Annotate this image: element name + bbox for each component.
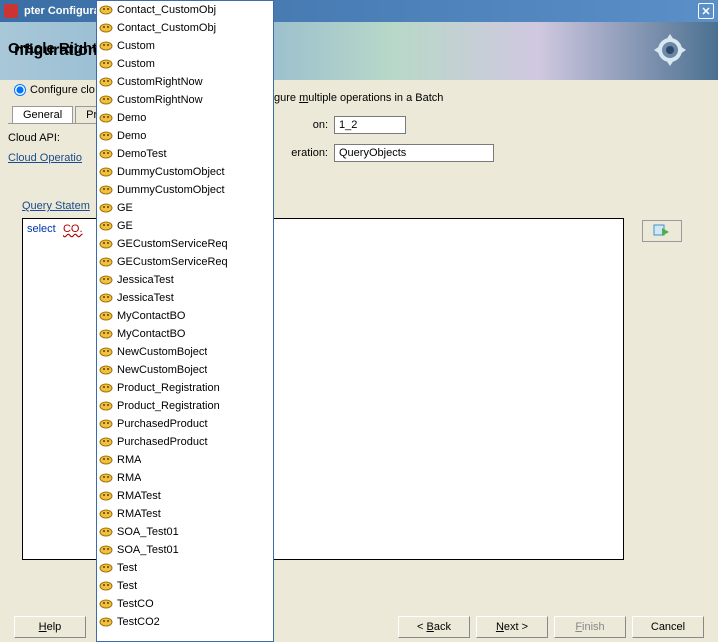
dropdown-item-label: RMATest: [117, 490, 161, 502]
dropdown-item-label: NewCustomBoject: [117, 364, 207, 376]
close-button[interactable]: ✕: [698, 3, 714, 19]
dropdown-item[interactable]: Product_Registration: [97, 379, 273, 397]
gear-icon: [652, 32, 688, 68]
desc-rest: ultiple operations in a Batch: [308, 92, 443, 104]
dropdown-item-label: RMATest: [117, 508, 161, 520]
dropdown-item[interactable]: MyContactBO: [97, 307, 273, 325]
operation-input[interactable]: [334, 144, 494, 162]
dropdown-item[interactable]: Contact_CustomObj: [97, 1, 273, 19]
dropdown-item[interactable]: GE: [97, 217, 273, 235]
dropdown-item[interactable]: Contact_CustomObj: [97, 19, 273, 37]
description: gure multiple operations in a Batch: [274, 92, 704, 104]
dropdown-item[interactable]: DummyCustomObject: [97, 163, 273, 181]
dropdown-item[interactable]: Custom: [97, 55, 273, 73]
dropdown-item-label: SOA_Test01: [117, 544, 179, 556]
help-button[interactable]: Help: [14, 616, 86, 638]
dropdown-item-label: JessicaTest: [117, 274, 174, 286]
operation-label: eration:: [274, 147, 334, 159]
dropdown-item[interactable]: RMA: [97, 451, 273, 469]
dropdown-item[interactable]: TestCO: [97, 595, 273, 613]
dropdown-item-label: DummyCustomObject: [117, 184, 225, 196]
form-area: on: eration:: [274, 116, 704, 162]
dropdown-item-label: Demo: [117, 130, 146, 142]
dropdown-item-label: RMA: [117, 472, 141, 484]
dropdown-item[interactable]: GECustomServiceReq: [97, 253, 273, 271]
dropdown-item[interactable]: SOA_Test01: [97, 523, 273, 541]
dropdown-item-label: PurchasedProduct: [117, 436, 208, 448]
dropdown-item-label: GECustomServiceReq: [117, 256, 228, 268]
dropdown-item-label: CustomRightNow: [117, 76, 203, 88]
dropdown-item[interactable]: NewCustomBoject: [97, 343, 273, 361]
truncated-app-title: Oracle Right: [8, 40, 97, 57]
dropdown-item-label: Product_Registration: [117, 400, 220, 412]
dropdown-item-label: Product_Registration: [117, 382, 220, 394]
dropdown-item[interactable]: Product_Registration: [97, 397, 273, 415]
finish-button: Finish: [554, 616, 626, 638]
dropdown-item[interactable]: Test: [97, 559, 273, 577]
dropdown-item-label: Test: [117, 562, 137, 574]
dropdown-item[interactable]: PurchasedProduct: [97, 415, 273, 433]
dropdown-item-label: TestCO: [117, 598, 154, 610]
operation-row: eration:: [274, 144, 704, 162]
run-query-button[interactable]: [642, 220, 682, 242]
app-icon: [4, 4, 18, 18]
dropdown-item[interactable]: Custom: [97, 37, 273, 55]
dropdown-item-label: Custom: [117, 58, 155, 70]
dropdown-item[interactable]: Test: [97, 577, 273, 595]
dropdown-item-label: Contact_CustomObj: [117, 4, 216, 16]
desc-underline: m: [299, 92, 308, 104]
dropdown-item[interactable]: JessicaTest: [97, 289, 273, 307]
dropdown-item[interactable]: RMATest: [97, 487, 273, 505]
query-statement-label[interactable]: Query Statem: [22, 200, 90, 212]
dropdown-item[interactable]: TestCO2: [97, 613, 273, 631]
dropdown-item[interactable]: Demo: [97, 127, 273, 145]
dropdown-item[interactable]: JessicaTest: [97, 271, 273, 289]
dropdown-item[interactable]: CustomRightNow: [97, 91, 273, 109]
dropdown-item-label: Custom: [117, 40, 155, 52]
dropdown-item-label: PurchasedProduct: [117, 418, 208, 430]
dropdown-item[interactable]: Demo: [97, 109, 273, 127]
autocomplete-dropdown[interactable]: Contact_CustomObj Contact_CustomObj Custom…: [96, 0, 274, 642]
dropdown-item-label: GECustomServiceReq: [117, 238, 228, 250]
dropdown-item-label: Test: [117, 580, 137, 592]
dropdown-item-label: GE: [117, 202, 133, 214]
next-button[interactable]: Next >: [476, 616, 548, 638]
dropdown-item[interactable]: RMA: [97, 469, 273, 487]
dropdown-item[interactable]: DemoTest: [97, 145, 273, 163]
version-label: on:: [274, 119, 334, 131]
dropdown-item[interactable]: GE: [97, 199, 273, 217]
dropdown-item-label: MyContactBO: [117, 328, 185, 340]
dropdown-item[interactable]: NewCustomBoject: [97, 361, 273, 379]
query-select-keyword: select: [27, 223, 56, 235]
dropdown-item-label: DummyCustomObject: [117, 166, 225, 178]
dropdown-item-label: MyContactBO: [117, 310, 185, 322]
desc-prefix: gure: [274, 92, 299, 104]
dropdown-item-label: Contact_CustomObj: [117, 22, 216, 34]
dropdown-item-label: JessicaTest: [117, 292, 174, 304]
run-icon: [653, 222, 671, 240]
dropdown-item-label: GE: [117, 220, 133, 232]
back-button[interactable]: < Back: [398, 616, 470, 638]
dropdown-item[interactable]: MyContactBO: [97, 325, 273, 343]
dropdown-item-label: CustomRightNow: [117, 94, 203, 106]
cancel-button[interactable]: Cancel: [632, 616, 704, 638]
dropdown-item-label: TestCO2: [117, 616, 160, 628]
dropdown-item[interactable]: GECustomServiceReq: [97, 235, 273, 253]
dropdown-item[interactable]: PurchasedProduct: [97, 433, 273, 451]
dropdown-item[interactable]: CustomRightNow: [97, 73, 273, 91]
query-co-token: CO.: [63, 223, 83, 235]
version-input[interactable]: [334, 116, 406, 134]
dropdown-item[interactable]: RMATest: [97, 505, 273, 523]
dropdown-item-label: NewCustomBoject: [117, 346, 207, 358]
dropdown-item-label: DemoTest: [117, 148, 167, 160]
dropdown-item-label: Demo: [117, 112, 146, 124]
version-row: on:: [274, 116, 704, 134]
dropdown-item-label: RMA: [117, 454, 141, 466]
dropdown-item-label: SOA_Test01: [117, 526, 179, 538]
dropdown-item[interactable]: SOA_Test01: [97, 541, 273, 559]
dropdown-item[interactable]: DummyCustomObject: [97, 181, 273, 199]
